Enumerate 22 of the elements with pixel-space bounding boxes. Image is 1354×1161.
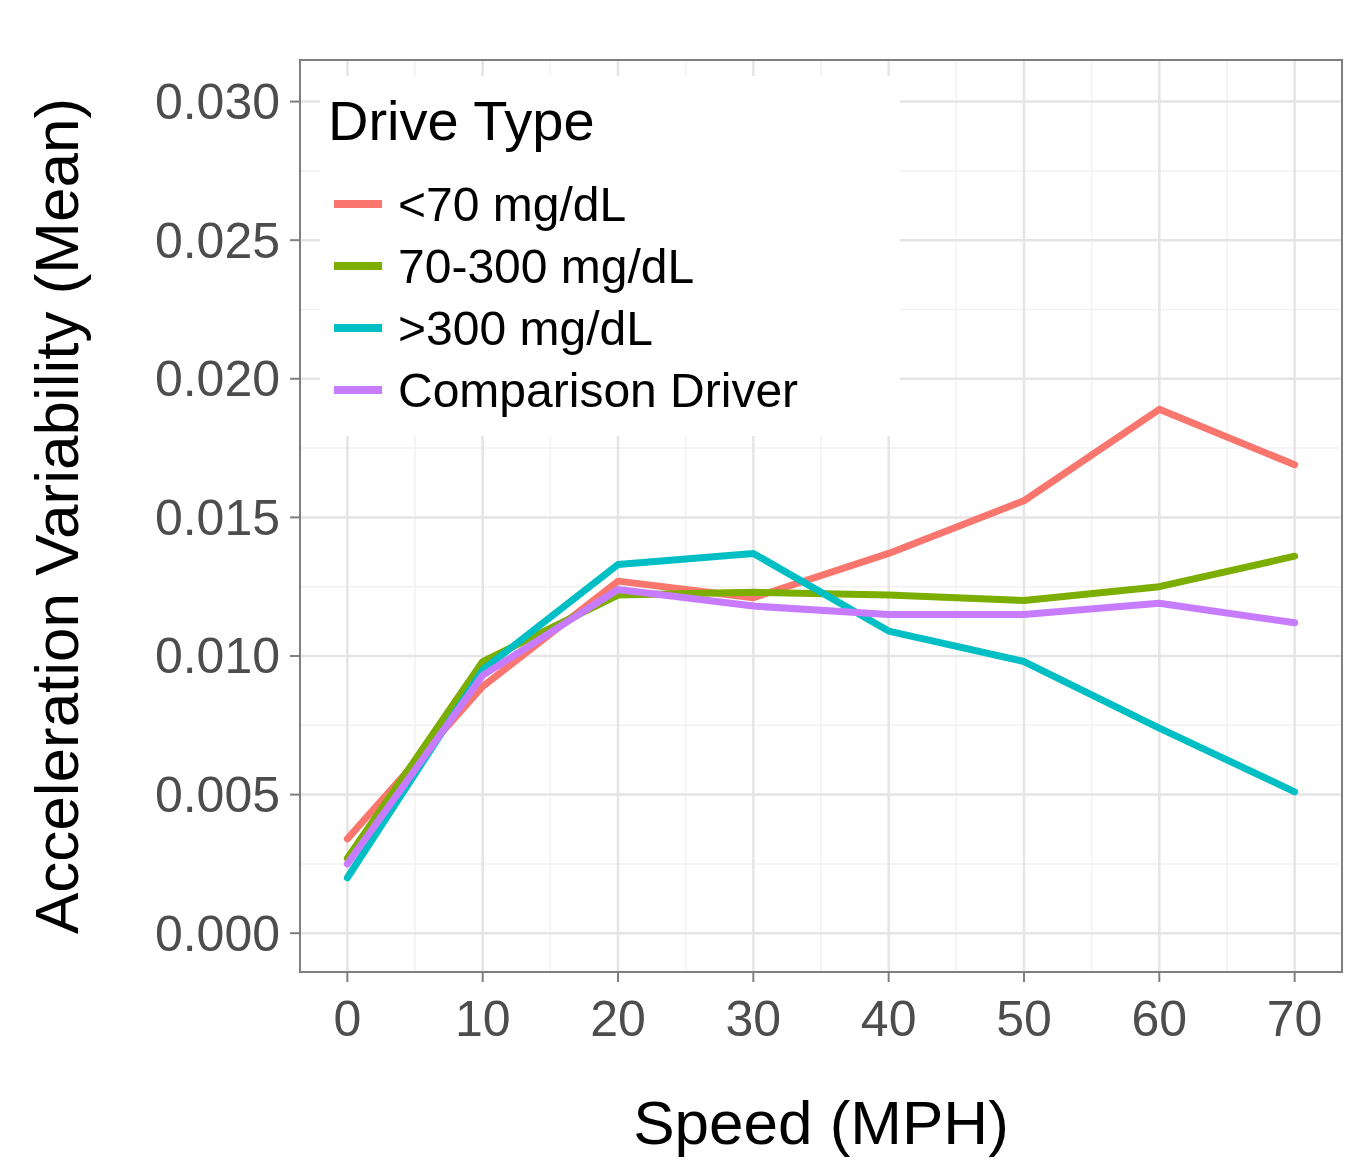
x-tick-label: 30 xyxy=(725,991,782,1047)
x-axis-title: Speed (MPH) xyxy=(633,1088,1009,1157)
legend-label: <70 mg/dL xyxy=(398,177,627,231)
y-tick-label: 0.010 xyxy=(154,628,280,685)
x-tick-label: 70 xyxy=(1266,991,1323,1047)
x-tick-label: 50 xyxy=(996,991,1052,1047)
x-tick-label: 60 xyxy=(1131,991,1188,1047)
y-axis-title: Acceleration Variability (Mean) xyxy=(22,97,91,935)
legend-label: >300 mg/dL xyxy=(398,301,653,355)
legend-label: 70-300 mg/dL xyxy=(398,239,695,293)
legend-label: Comparison Driver xyxy=(398,363,799,417)
x-tick-label: 0 xyxy=(333,991,362,1047)
y-tick-label: 0.015 xyxy=(154,489,280,546)
y-tick-label: 0.020 xyxy=(154,351,280,408)
x-tick-label: 10 xyxy=(454,991,511,1047)
legend-title: Drive Type xyxy=(328,89,595,152)
y-tick-label: 0.030 xyxy=(154,74,280,131)
x-tick-label: 40 xyxy=(860,991,917,1047)
y-tick-label: 0.005 xyxy=(154,767,280,824)
y-tick-label: 0.000 xyxy=(154,905,280,962)
x-tick-label: 20 xyxy=(590,991,646,1047)
y-tick-label: 0.025 xyxy=(154,212,280,269)
